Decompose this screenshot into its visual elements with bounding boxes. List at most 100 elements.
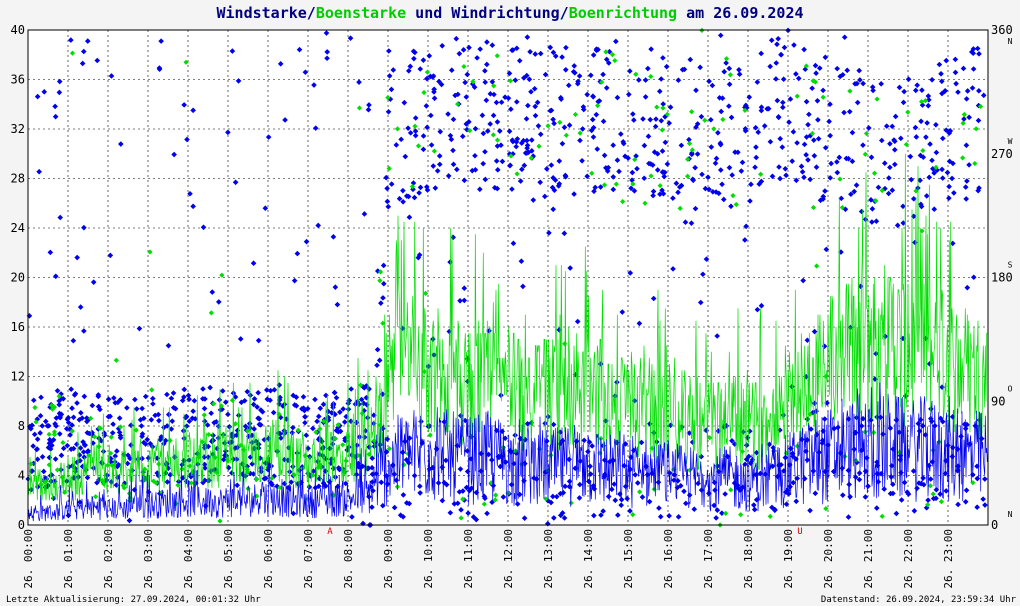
wind-direction-point-79 bbox=[660, 101, 666, 107]
wind-direction-point-370 bbox=[939, 90, 945, 97]
wind-direction-point-191 bbox=[315, 222, 321, 229]
wind-direction-point-1218 bbox=[966, 162, 972, 168]
wind-direction-point-288 bbox=[462, 79, 468, 86]
wind-direction-point-1647 bbox=[124, 405, 130, 411]
wind-direction-point-1183 bbox=[557, 94, 564, 101]
wind-direction-point-1618 bbox=[698, 113, 705, 120]
gust-direction-point-247 bbox=[758, 171, 764, 177]
wind-direction-point-751 bbox=[639, 494, 646, 500]
wind-direction-point-469 bbox=[348, 386, 354, 392]
wind-direction-point-1502 bbox=[400, 514, 406, 520]
gust-direction-point-178 bbox=[380, 320, 386, 326]
wind-direction-point-1040 bbox=[190, 107, 196, 114]
wind-direction-point-1581 bbox=[410, 48, 417, 55]
wind-direction-point-146 bbox=[923, 505, 930, 511]
y-left-tick-1: 4 bbox=[18, 469, 25, 483]
wind-direction-point-1640 bbox=[431, 89, 437, 95]
wind-direction-point-1467 bbox=[337, 428, 344, 435]
wind-direction-point-1675 bbox=[469, 167, 476, 174]
wind-direction-point-1069 bbox=[46, 454, 53, 461]
wind-direction-point-315 bbox=[315, 413, 322, 420]
wind-direction-point-1191 bbox=[566, 456, 572, 463]
wind-direction-point-136 bbox=[951, 190, 957, 196]
wind-direction-point-1165 bbox=[484, 39, 490, 45]
wind-direction-point-707 bbox=[133, 406, 140, 412]
wind-speed-line bbox=[27, 382, 988, 522]
wind-direction-point-821 bbox=[611, 481, 617, 487]
wind-direction-point-1453 bbox=[291, 402, 298, 408]
wind-direction-point-634 bbox=[649, 162, 656, 168]
gust-direction-point-167 bbox=[394, 126, 401, 132]
x-tick-3: 26. 03:00 bbox=[142, 529, 155, 589]
gust-direction-point-87 bbox=[310, 472, 316, 478]
wind-direction-point-297 bbox=[300, 394, 307, 400]
wind-direction-point-1352 bbox=[974, 45, 981, 52]
wind-direction-point-921 bbox=[666, 120, 673, 126]
wind-direction-point-228 bbox=[615, 512, 621, 518]
gust-direction-point-238 bbox=[409, 183, 416, 190]
wind-direction-point-989 bbox=[535, 123, 542, 129]
wind-direction-point-254 bbox=[648, 46, 654, 52]
wind-direction-point-1599 bbox=[155, 411, 162, 418]
wind-direction-point-725 bbox=[836, 154, 843, 161]
wind-direction-point-1024 bbox=[257, 455, 263, 462]
x-tick-9: 26. 09:00 bbox=[382, 529, 395, 589]
wind-direction-point-1610 bbox=[81, 328, 87, 334]
wind-direction-point-398 bbox=[559, 54, 565, 60]
wind-direction-point-594 bbox=[491, 91, 497, 98]
wind-direction-point-29 bbox=[90, 279, 97, 285]
wind-direction-point-545 bbox=[401, 99, 408, 106]
x-tick-1: 26. 01:00 bbox=[62, 529, 75, 589]
wind-direction-point-1043 bbox=[675, 477, 681, 484]
wind-direction-point-958 bbox=[754, 306, 761, 313]
wind-direction-point-1285 bbox=[694, 151, 701, 157]
wind-direction-point-67 bbox=[424, 75, 430, 82]
wind-direction-point-171 bbox=[325, 417, 332, 423]
wind-direction-point-646 bbox=[560, 489, 567, 496]
gust-direction-point-214 bbox=[109, 462, 115, 468]
wind-direction-point-733 bbox=[430, 336, 436, 342]
wind-direction-point-1338 bbox=[256, 421, 263, 428]
wind-direction-point-327 bbox=[805, 157, 811, 163]
wind-direction-point-1133 bbox=[29, 468, 36, 474]
y-left-tick-9: 36 bbox=[11, 73, 25, 87]
wind-direction-point-1671 bbox=[387, 96, 394, 102]
wind-direction-point-399 bbox=[448, 136, 455, 143]
wind-direction-point-1016 bbox=[588, 127, 595, 134]
wind-direction-point-1049 bbox=[187, 471, 194, 478]
wind-direction-point-884 bbox=[927, 141, 933, 147]
wind-direction-point-1603 bbox=[162, 437, 169, 444]
wind-direction-point-787 bbox=[820, 87, 826, 94]
gust-direction-point-83 bbox=[321, 418, 327, 424]
wind-direction-point-633 bbox=[689, 439, 696, 445]
wind-direction-point-1073 bbox=[325, 408, 331, 415]
wind-direction-point-1681 bbox=[600, 118, 607, 125]
gust-direction-point-162 bbox=[589, 170, 595, 176]
wind-direction-point-1624 bbox=[81, 224, 87, 231]
wind-direction-point-1223 bbox=[105, 396, 112, 403]
wind-direction-point-263 bbox=[927, 476, 934, 482]
wind-direction-point-1447 bbox=[597, 184, 604, 190]
wind-direction-point-1176 bbox=[600, 71, 606, 78]
wind-direction-point-1200 bbox=[479, 112, 486, 119]
gust-direction-point-63 bbox=[291, 472, 297, 478]
gust-direction-point-37 bbox=[545, 123, 551, 129]
wind-direction-point-1443 bbox=[142, 393, 149, 400]
wind-direction-point-1474 bbox=[608, 486, 615, 493]
wind-direction-point-1554 bbox=[729, 437, 735, 444]
wind-direction-point-838 bbox=[753, 449, 760, 456]
y-left-tick-4: 16 bbox=[11, 320, 25, 334]
wind-direction-point-953 bbox=[42, 418, 49, 425]
gust-direction-point-153 bbox=[733, 201, 739, 208]
gust-direction-point-41 bbox=[431, 148, 437, 154]
wind-direction-point-1459 bbox=[222, 448, 229, 454]
wind-direction-point-868 bbox=[775, 114, 782, 121]
wind-direction-point-1386 bbox=[976, 88, 982, 94]
gust-direction-point-13 bbox=[685, 156, 691, 162]
gust-direction-point-55 bbox=[794, 443, 800, 449]
wind-direction-point-236 bbox=[764, 106, 770, 112]
wind-direction-point-104 bbox=[807, 507, 813, 514]
wind-direction-point-1110 bbox=[282, 117, 288, 123]
wind-direction-point-924 bbox=[183, 423, 190, 429]
wind-direction-point-532 bbox=[614, 439, 620, 446]
